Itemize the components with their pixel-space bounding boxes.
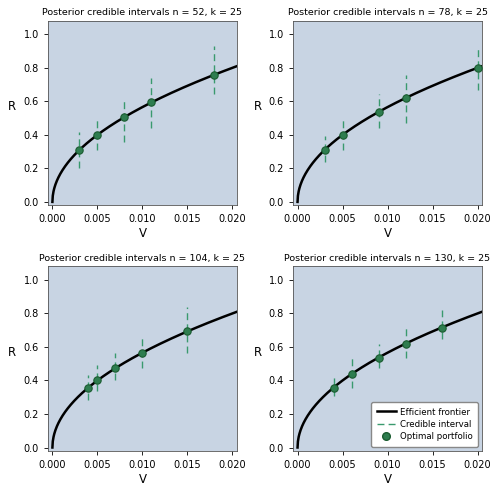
Y-axis label: R: R [254, 346, 262, 359]
Y-axis label: R: R [254, 100, 262, 113]
Title: Posterior credible intervals n = 78, k = 25: Posterior credible intervals n = 78, k =… [288, 8, 488, 17]
Title: Posterior credible intervals n = 104, k = 25: Posterior credible intervals n = 104, k … [40, 254, 246, 263]
Point [120, 113, 128, 121]
Point [184, 328, 192, 335]
Point [210, 71, 218, 79]
Point [76, 146, 84, 154]
Point [438, 324, 446, 331]
Title: Posterior credible intervals n = 52, k = 25: Posterior credible intervals n = 52, k =… [42, 8, 242, 17]
Point [138, 349, 146, 357]
Point [148, 98, 156, 106]
Y-axis label: R: R [8, 100, 16, 113]
Legend: Efficient frontier, Credible interval, Optimal portfolio: Efficient frontier, Credible interval, O… [372, 402, 478, 447]
Point [374, 354, 382, 362]
X-axis label: V: V [138, 227, 146, 240]
Point [402, 94, 409, 102]
X-axis label: V: V [138, 473, 146, 486]
X-axis label: V: V [384, 473, 392, 486]
Point [84, 384, 92, 392]
Y-axis label: R: R [8, 346, 16, 359]
Point [112, 364, 120, 372]
Point [320, 146, 328, 154]
Point [402, 340, 409, 348]
Title: Posterior credible intervals n = 130, k = 25: Posterior credible intervals n = 130, k … [284, 254, 490, 263]
Point [348, 370, 356, 378]
X-axis label: V: V [384, 227, 392, 240]
Point [374, 108, 382, 116]
Point [94, 131, 102, 139]
Point [474, 64, 482, 72]
Point [330, 384, 338, 392]
Point [338, 131, 346, 139]
Point [94, 376, 102, 384]
